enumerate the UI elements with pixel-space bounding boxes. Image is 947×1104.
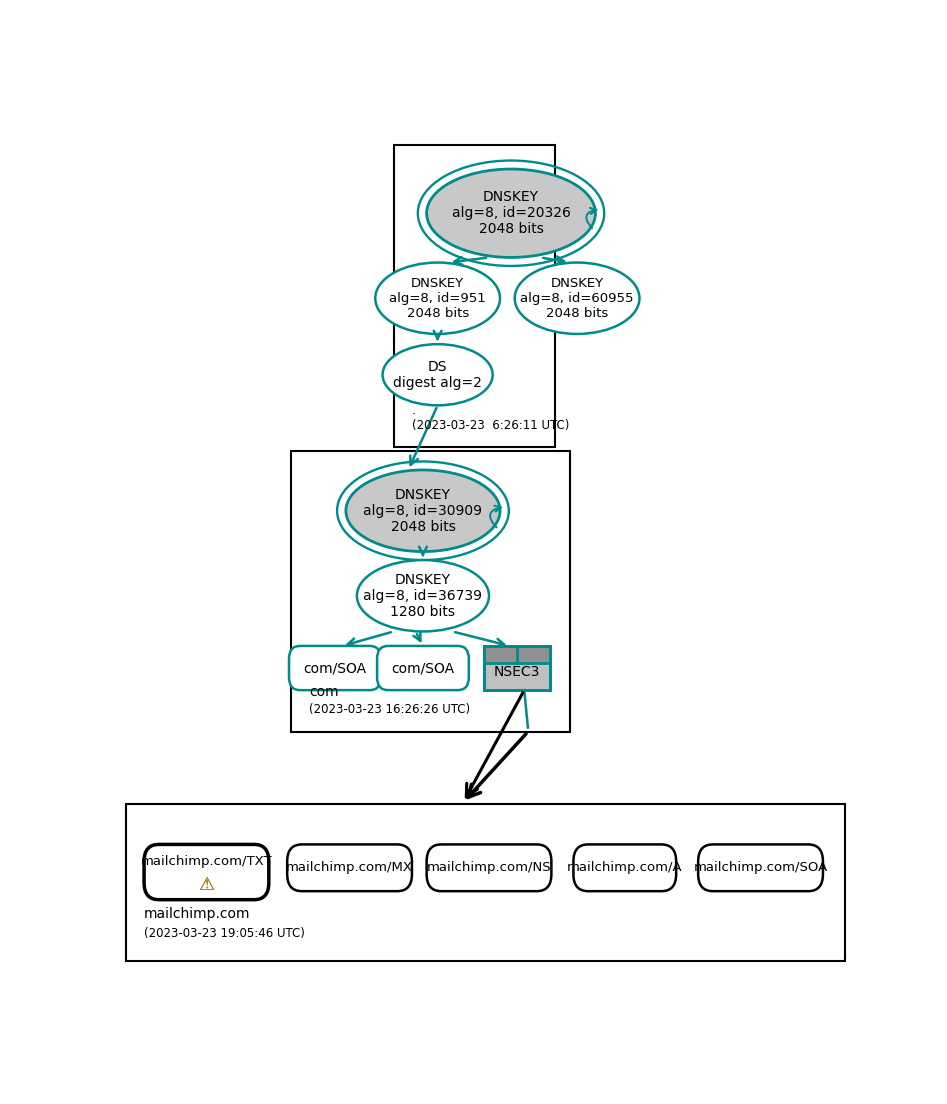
- Text: DNSKEY
alg=8, id=36739
1280 bits: DNSKEY alg=8, id=36739 1280 bits: [364, 573, 482, 619]
- Text: .: .: [412, 404, 416, 417]
- FancyBboxPatch shape: [287, 845, 412, 891]
- Text: mailchimp.com/TXT: mailchimp.com/TXT: [141, 856, 272, 869]
- Bar: [484, 646, 550, 690]
- Text: mailchimp.com/NS: mailchimp.com/NS: [427, 861, 551, 874]
- Ellipse shape: [357, 560, 489, 631]
- Text: DNSKEY
alg=8, id=951
2048 bits: DNSKEY alg=8, id=951 2048 bits: [389, 277, 486, 320]
- FancyBboxPatch shape: [289, 646, 381, 690]
- Text: com: com: [309, 686, 339, 700]
- Text: DS
digest alg=2: DS digest alg=2: [393, 360, 482, 390]
- Text: DNSKEY
alg=8, id=30909
2048 bits: DNSKEY alg=8, id=30909 2048 bits: [364, 488, 482, 534]
- Bar: [291, 452, 570, 732]
- Text: com/SOA: com/SOA: [391, 661, 455, 675]
- Text: mailchimp.com/A: mailchimp.com/A: [567, 861, 683, 874]
- Text: DNSKEY
alg=8, id=60955
2048 bits: DNSKEY alg=8, id=60955 2048 bits: [520, 277, 634, 320]
- Ellipse shape: [383, 344, 492, 405]
- Bar: [484, 646, 550, 662]
- Text: NSEC3: NSEC3: [493, 666, 540, 679]
- Ellipse shape: [346, 470, 500, 552]
- Text: (2023-03-23 16:26:26 UTC): (2023-03-23 16:26:26 UTC): [309, 703, 471, 716]
- Text: ⚠: ⚠: [198, 875, 215, 894]
- Bar: [126, 804, 845, 962]
- Text: com/SOA: com/SOA: [303, 661, 366, 675]
- FancyBboxPatch shape: [698, 845, 823, 891]
- Text: (2023-03-23  6:26:11 UTC): (2023-03-23 6:26:11 UTC): [412, 418, 569, 432]
- Text: mailchimp.com: mailchimp.com: [144, 906, 251, 921]
- FancyBboxPatch shape: [144, 845, 269, 900]
- Text: ⚠: ⚠: [198, 875, 215, 894]
- Text: DNSKEY
alg=8, id=20326
2048 bits: DNSKEY alg=8, id=20326 2048 bits: [452, 190, 570, 236]
- Bar: [394, 146, 555, 447]
- Ellipse shape: [375, 263, 500, 333]
- Bar: [484, 646, 550, 690]
- Text: mailchimp.com/SOA: mailchimp.com/SOA: [693, 861, 828, 874]
- FancyBboxPatch shape: [573, 845, 676, 891]
- FancyBboxPatch shape: [426, 845, 551, 891]
- Ellipse shape: [515, 263, 639, 333]
- FancyBboxPatch shape: [377, 646, 469, 690]
- Text: mailchimp.com/MX: mailchimp.com/MX: [286, 861, 413, 874]
- Ellipse shape: [426, 169, 596, 257]
- Text: (2023-03-23 19:05:46 UTC): (2023-03-23 19:05:46 UTC): [144, 927, 305, 941]
